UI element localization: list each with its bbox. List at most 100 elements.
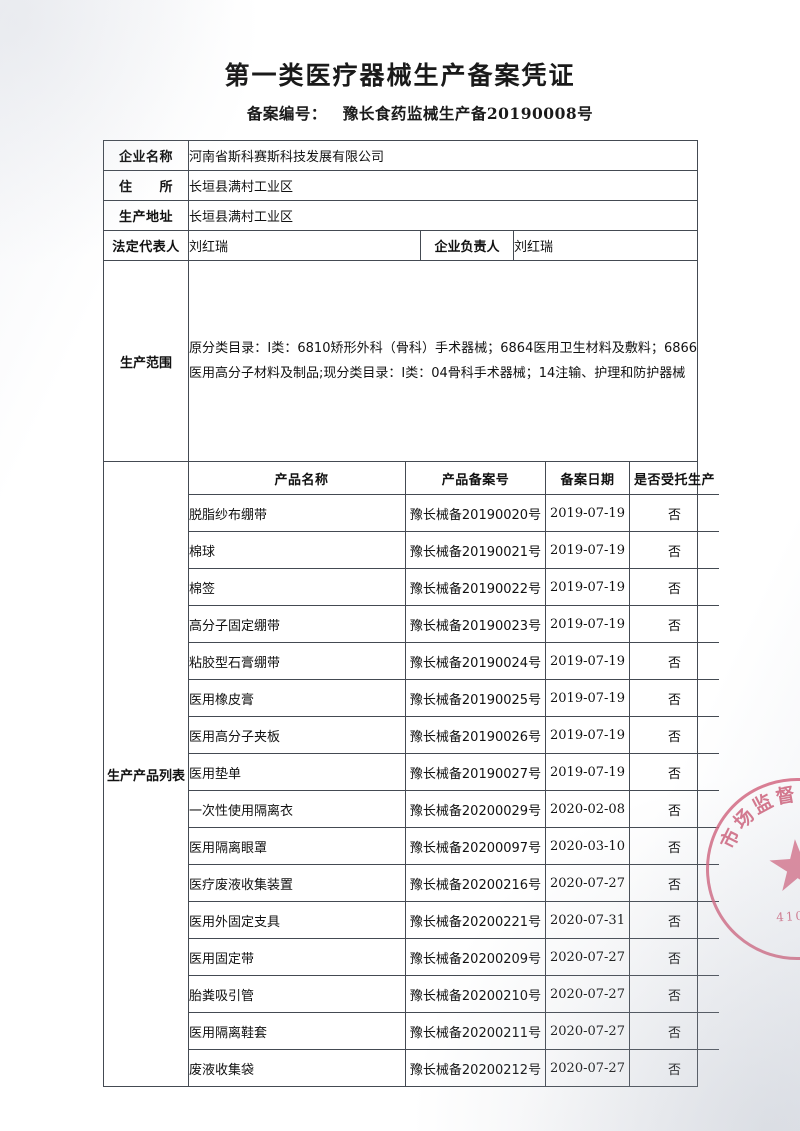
cell-product-name: 一次性使用隔离衣 (189, 790, 406, 828)
product-list-cell: 产品名称 产品备案号 备案日期 是否受托生产 脱脂纱布绷带 豫长械备2019002… (187, 461, 719, 1087)
label-address: 住 所 (103, 170, 189, 201)
table-row-scope: 生产范围 原分类目录：Ⅰ类：6810矫形外科（骨科）手术器械；6864医用卫生材… (103, 260, 699, 462)
cell-product-name: 棉球 (189, 531, 406, 569)
cell-record-number: 豫长械备20200210号 (405, 975, 546, 1013)
value-enterprise-head: 刘红瑞 (512, 230, 699, 261)
table-row: 棉球 豫长械备20190021号 2019-07-19 否 (189, 531, 719, 569)
table-row: 医用隔离鞋套 豫长械备20200211号 2020-07-27 否 (189, 1012, 719, 1050)
table-row: 医用垫单 豫长械备20190027号 2019-07-19 否 (189, 753, 719, 791)
cell-entrusted: 否 (629, 1049, 719, 1086)
cell-product-name: 医用橡皮膏 (189, 679, 406, 717)
cell-record-date: 2019-07-19 (545, 753, 630, 791)
table-row: 一次性使用隔离衣 豫长械备20200029号 2020-02-08 否 (189, 790, 719, 828)
seal-star-icon (767, 837, 800, 897)
table-row: 高分子固定绷带 豫长械备20190023号 2019-07-19 否 (189, 605, 719, 643)
label-enterprise-head: 企业负责人 (420, 230, 514, 261)
table-row-representatives: 法定代表人 刘红瑞 企业负责人 刘红瑞 (103, 230, 699, 261)
cell-record-date: 2019-07-19 (545, 642, 630, 680)
cell-product-name: 医用固定带 (189, 938, 406, 976)
cell-entrusted: 否 (629, 901, 719, 939)
cell-product-name: 粘胶型石膏绷带 (189, 642, 406, 680)
cell-product-name: 医用隔离眼罩 (189, 827, 406, 865)
cell-product-name: 医疗废液收集装置 (189, 864, 406, 902)
cell-entrusted: 否 (629, 679, 719, 717)
cell-record-date: 2019-07-19 (545, 494, 630, 532)
cell-record-date: 2019-07-19 (545, 605, 630, 643)
cell-entrusted: 否 (629, 531, 719, 569)
cell-record-date: 2020-03-10 (545, 827, 630, 865)
table-row: 医疗废液收集装置 豫长械备20200216号 2020-07-27 否 (189, 864, 719, 902)
label-production-scope: 生产范围 (103, 260, 189, 462)
page-title: 第一类医疗器械生产备案凭证 (224, 61, 576, 90)
label-legal-representative: 法定代表人 (103, 230, 189, 261)
column-header-record-date: 备案日期 (545, 462, 630, 495)
cell-record-date: 2020-07-27 (545, 1049, 630, 1086)
cell-record-number: 豫长械备20190022号 (405, 568, 546, 606)
label-product-list: 生产产品列表 (103, 461, 189, 1087)
cell-record-number: 豫长械备20200029号 (405, 790, 546, 828)
cell-record-date: 2020-07-31 (545, 901, 630, 939)
seal-code: 41072 (775, 907, 800, 925)
table-row-production-address: 生产地址 长垣县满村工业区 (103, 200, 699, 231)
cell-record-date: 2019-07-19 (545, 531, 630, 569)
table-row: 医用固定带 豫长械备20200209号 2020-07-27 否 (189, 938, 719, 976)
certificate-table: 企业名称 河南省斯科赛斯科技发展有限公司 住 所 长垣县满村工业区 生产地址 长… (103, 140, 719, 1087)
table-row: 脱脂纱布绷带 豫长械备20190020号 2019-07-19 否 (189, 494, 719, 532)
cell-record-number: 豫长械备20200216号 (405, 864, 546, 902)
cell-product-name: 棉签 (189, 568, 406, 606)
table-row: 医用隔离眼罩 豫长械备20200097号 2020-03-10 否 (189, 827, 719, 865)
cell-record-date: 2019-07-19 (545, 568, 630, 606)
table-row: 医用橡皮膏 豫长械备20190025号 2019-07-19 否 (189, 679, 719, 717)
column-header-record-number: 产品备案号 (405, 462, 546, 495)
column-header-entrusted: 是否受托生产 (629, 462, 719, 495)
cell-record-number: 豫长械备20190023号 (405, 605, 546, 643)
product-table-header-row: 产品名称 产品备案号 备案日期 是否受托生产 (189, 462, 719, 495)
cell-product-name: 医用高分子夹板 (189, 716, 406, 754)
cell-record-number: 豫长械备20190021号 (405, 531, 546, 569)
table-row: 棉签 豫长械备20190022号 2019-07-19 否 (189, 568, 719, 606)
value-address: 长垣县满村工业区 (187, 170, 699, 201)
table-row-enterprise-name: 企业名称 河南省斯科赛斯科技发展有限公司 (103, 140, 699, 171)
column-header-product-name: 产品名称 (189, 462, 406, 495)
cell-record-number: 豫长械备20200221号 (405, 901, 546, 939)
cell-product-name: 胎粪吸引管 (189, 975, 406, 1013)
value-legal-representative: 刘红瑞 (188, 230, 421, 261)
cell-record-number: 豫长械备20200097号 (405, 827, 546, 865)
product-table: 产品名称 产品备案号 备案日期 是否受托生产 脱脂纱布绷带 豫长械备2019002… (189, 462, 719, 1086)
cell-entrusted: 否 (629, 975, 719, 1013)
product-table-head: 产品名称 产品备案号 备案日期 是否受托生产 (189, 462, 719, 495)
cell-record-date: 2020-07-27 (545, 975, 630, 1013)
record-number-line: 备案编号： 豫长食药监械生产备20190008号 (0, 102, 800, 124)
table-row: 医用外固定支具 豫长械备20200221号 2020-07-31 否 (189, 901, 719, 939)
table-row: 粘胶型石膏绷带 豫长械备20190024号 2019-07-19 否 (189, 642, 719, 680)
cell-record-number: 豫长械备20190020号 (405, 494, 546, 532)
cell-entrusted: 否 (629, 494, 719, 532)
label-enterprise-name: 企业名称 (103, 140, 189, 171)
cell-record-number: 豫长械备20190027号 (405, 753, 546, 791)
table-row-product-list: 生产产品列表 产品名称 产品备案号 备案日期 是否受托生产 脱脂纱布绷带 豫长械备… (103, 461, 719, 1087)
cell-product-name: 医用垫单 (189, 753, 406, 791)
cell-entrusted: 否 (629, 790, 719, 828)
cell-record-number: 豫长械备20200209号 (405, 938, 546, 976)
cell-record-date: 2020-07-27 (545, 1012, 630, 1050)
cell-entrusted: 否 (629, 864, 719, 902)
cell-record-date: 2019-07-19 (545, 679, 630, 717)
cell-product-name: 脱脂纱布绷带 (189, 494, 406, 532)
cell-entrusted: 否 (629, 568, 719, 606)
cell-record-date: 2020-02-08 (545, 790, 630, 828)
cell-record-number: 豫长械备20190025号 (405, 679, 546, 717)
cell-record-date: 2019-07-19 (545, 716, 630, 754)
product-table-body: 脱脂纱布绷带 豫长械备20190020号 2019-07-19 否棉球 豫长械备2019… (189, 494, 719, 1086)
cell-record-number: 豫长械备20200211号 (405, 1012, 546, 1050)
cell-record-date: 2020-07-27 (545, 938, 630, 976)
record-number-value: 豫长食药监械生产备20190008号 (342, 104, 594, 123)
cell-entrusted: 否 (629, 1012, 719, 1050)
cell-product-name: 医用外固定支具 (189, 901, 406, 939)
label-production-address: 生产地址 (103, 200, 189, 231)
cell-entrusted: 否 (629, 827, 719, 865)
table-row: 废液收集袋 豫长械备20200212号 2020-07-27 否 (189, 1049, 719, 1086)
value-production-scope: 原分类目录：Ⅰ类：6810矫形外科（骨科）手术器械；6864医用卫生材料及敷料；… (187, 260, 699, 462)
cell-product-name: 废液收集袋 (189, 1049, 406, 1086)
cell-record-number: 豫长械备20200212号 (405, 1049, 546, 1086)
